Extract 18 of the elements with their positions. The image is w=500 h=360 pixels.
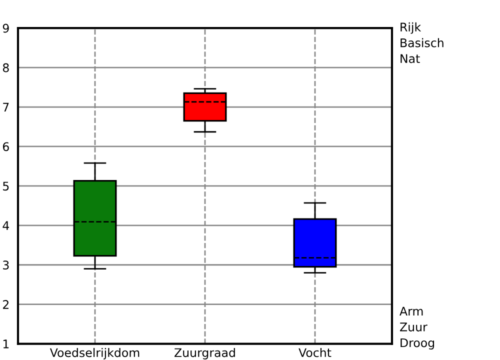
y-tick-label: 7 [3, 102, 9, 112]
y-tick-label: 4 [2, 221, 10, 230]
y-tick-label: 6 [2, 142, 9, 152]
text: Zuur [400, 322, 428, 332]
x-tick-label: Voedselrijkdom [50, 348, 140, 360]
y-tick-label: 1 [3, 340, 9, 348]
text: Arm [400, 306, 423, 316]
y-tick-label: 3 [3, 260, 9, 270]
text: Basisch [400, 38, 444, 48]
text: Droog [400, 338, 434, 350]
y-tick-label: 2 [3, 300, 8, 309]
y-tick-label: 9 [2, 24, 9, 33]
text: Rijk [400, 22, 422, 34]
text: Nat [400, 54, 420, 64]
y-tick-label: 8 [2, 63, 9, 72]
x-tick-label: Zuurgraad [174, 348, 235, 360]
y-tick-label: 5 [3, 182, 9, 191]
x-tick-label: Vocht [298, 348, 332, 358]
